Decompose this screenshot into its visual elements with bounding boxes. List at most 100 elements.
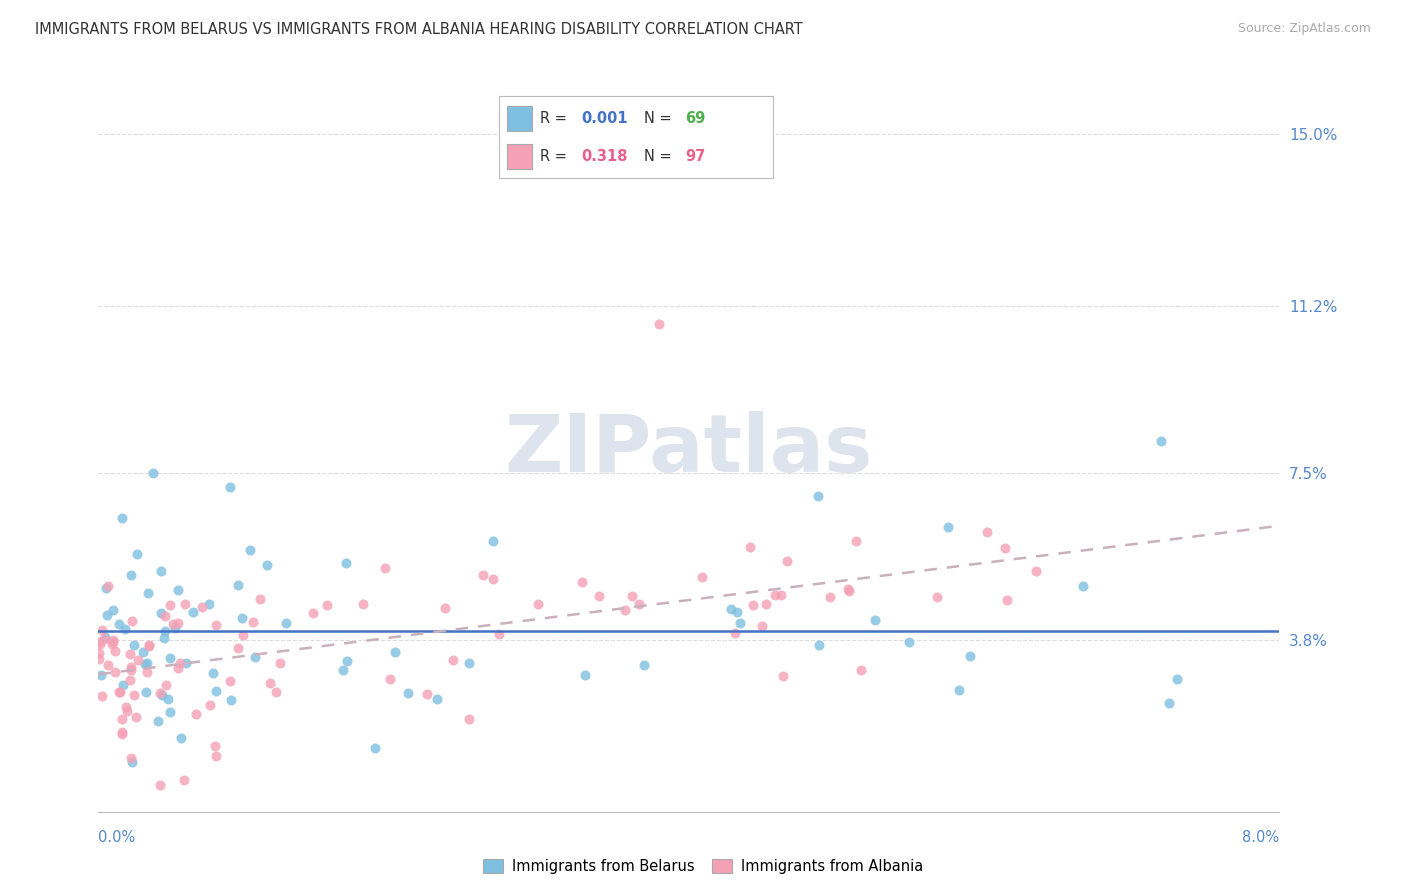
Point <box>219 693 242 707</box>
Point <box>458 712 481 726</box>
Point <box>820 591 842 605</box>
Text: 0.001: 0.001 <box>582 111 628 126</box>
Point <box>101 633 124 648</box>
Point <box>434 601 457 615</box>
Point <box>769 588 792 602</box>
Point <box>776 554 799 568</box>
Point <box>204 739 226 753</box>
Point <box>571 574 593 589</box>
Text: Source: ZipAtlas.com: Source: ZipAtlas.com <box>1237 22 1371 36</box>
Point <box>242 615 264 629</box>
Text: 0.0%: 0.0% <box>98 830 135 846</box>
Point <box>120 751 142 765</box>
Point <box>226 641 249 656</box>
Point <box>132 645 155 659</box>
Point <box>104 643 127 657</box>
Point <box>315 599 337 613</box>
Text: R =: R = <box>540 149 572 164</box>
Point <box>111 511 134 525</box>
Point <box>163 621 186 635</box>
Point <box>87 635 110 649</box>
Point <box>111 727 134 741</box>
Point <box>91 623 114 637</box>
Point <box>120 663 142 677</box>
Point <box>118 647 141 661</box>
Point <box>1150 434 1173 449</box>
Point <box>416 687 439 701</box>
Point <box>441 653 464 667</box>
Point <box>219 673 242 688</box>
Point <box>87 651 110 665</box>
Point <box>838 584 860 599</box>
Point <box>588 589 610 603</box>
Point <box>927 590 949 604</box>
Point <box>959 648 981 663</box>
Point <box>936 520 959 534</box>
Point <box>174 598 197 612</box>
Point <box>127 653 149 667</box>
Point <box>115 704 138 718</box>
Point <box>125 710 148 724</box>
Point <box>751 619 773 633</box>
Point <box>90 667 112 681</box>
Point <box>772 669 794 683</box>
Point <box>146 714 169 729</box>
Point <box>157 691 180 706</box>
Point <box>173 773 195 788</box>
Point <box>162 617 184 632</box>
Point <box>269 657 291 671</box>
Point <box>121 614 143 628</box>
Point <box>851 663 873 677</box>
Point <box>198 597 221 611</box>
Point <box>648 317 671 331</box>
Point <box>976 525 998 540</box>
Text: ZIPatlas: ZIPatlas <box>505 411 873 490</box>
Point <box>149 686 172 700</box>
Point <box>121 755 143 769</box>
Point <box>481 533 503 548</box>
Point <box>1025 564 1047 578</box>
Point <box>488 627 510 641</box>
Point <box>152 632 174 646</box>
Point <box>150 688 173 702</box>
Point <box>1159 696 1181 710</box>
Point <box>122 688 145 702</box>
Point <box>378 672 401 686</box>
Point <box>138 640 160 654</box>
Point <box>169 731 191 745</box>
Point <box>200 698 222 712</box>
Point <box>720 601 742 615</box>
Point <box>108 684 131 698</box>
Point <box>159 706 181 720</box>
Point <box>332 664 354 678</box>
Point <box>728 615 751 630</box>
Point <box>134 657 156 671</box>
Point <box>259 676 281 690</box>
Point <box>527 597 550 611</box>
Point <box>94 630 117 644</box>
Point <box>94 581 117 595</box>
Point <box>112 678 135 692</box>
Point <box>155 678 177 692</box>
Point <box>149 606 172 620</box>
Point <box>218 480 240 494</box>
Point <box>302 606 325 620</box>
Point <box>1166 672 1188 686</box>
Point <box>614 603 637 617</box>
Point <box>457 657 479 671</box>
Bar <box>508 106 531 131</box>
Point <box>174 657 197 671</box>
Point <box>352 597 374 611</box>
Point <box>725 605 748 619</box>
Point <box>127 547 149 561</box>
Legend: Immigrants from Belarus, Immigrants from Albania: Immigrants from Belarus, Immigrants from… <box>477 854 929 880</box>
Point <box>93 632 115 646</box>
Point <box>149 564 172 578</box>
Point <box>138 638 160 652</box>
Point <box>837 582 859 597</box>
Point <box>155 624 177 638</box>
Text: N =: N = <box>644 111 676 126</box>
Point <box>256 558 278 572</box>
Point <box>763 588 786 602</box>
Point <box>724 626 747 640</box>
